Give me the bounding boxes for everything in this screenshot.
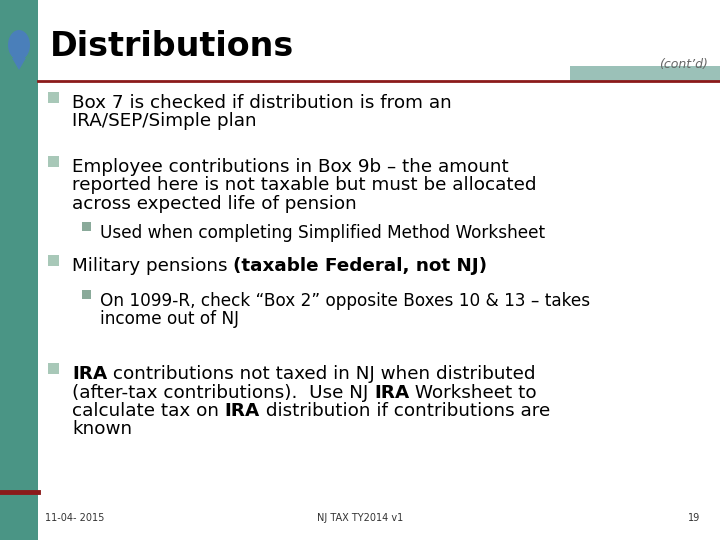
Text: (after-tax contributions).  Use NJ: (after-tax contributions). Use NJ bbox=[72, 383, 374, 402]
Bar bbox=[82, 222, 91, 231]
Text: (taxable Federal, not NJ): (taxable Federal, not NJ) bbox=[233, 257, 487, 275]
Bar bbox=[570, 66, 720, 81]
Text: Worksheet to: Worksheet to bbox=[410, 383, 537, 402]
Text: known: known bbox=[72, 421, 132, 438]
Text: reported here is not taxable but must be allocated: reported here is not taxable but must be… bbox=[72, 177, 536, 194]
Text: IRA: IRA bbox=[374, 383, 410, 402]
Text: Military pensions: Military pensions bbox=[72, 257, 233, 275]
Text: distribution if contributions are: distribution if contributions are bbox=[260, 402, 550, 420]
Bar bbox=[0, 0, 38, 540]
Bar bbox=[48, 255, 59, 266]
Text: On 1099-R, check “Box 2” opposite Boxes 10 & 13 – takes: On 1099-R, check “Box 2” opposite Boxes … bbox=[100, 292, 590, 310]
Text: across expected life of pension: across expected life of pension bbox=[72, 195, 356, 213]
Text: Used when completing Simplified Method Worksheet: Used when completing Simplified Method W… bbox=[100, 224, 545, 242]
Bar bbox=[48, 92, 59, 103]
Text: Distributions: Distributions bbox=[50, 30, 294, 63]
Bar bbox=[48, 156, 59, 167]
Text: IRA: IRA bbox=[72, 365, 107, 383]
Text: 19: 19 bbox=[688, 513, 700, 523]
Text: calculate tax on: calculate tax on bbox=[72, 402, 225, 420]
Text: NJ TAX TY2014 v1: NJ TAX TY2014 v1 bbox=[317, 513, 403, 523]
Text: Box 7 is checked if distribution is from an: Box 7 is checked if distribution is from… bbox=[72, 94, 451, 112]
Text: contributions not taxed in NJ when distributed: contributions not taxed in NJ when distr… bbox=[107, 365, 536, 383]
Text: 11-04- 2015: 11-04- 2015 bbox=[45, 513, 104, 523]
Text: IRA/SEP/Simple plan: IRA/SEP/Simple plan bbox=[72, 112, 256, 131]
Text: (cont’d): (cont’d) bbox=[659, 58, 708, 71]
Polygon shape bbox=[12, 58, 26, 70]
Bar bbox=[82, 290, 91, 299]
Text: IRA: IRA bbox=[225, 402, 260, 420]
Text: Employee contributions in Box 9b – the amount: Employee contributions in Box 9b – the a… bbox=[72, 158, 509, 176]
Bar bbox=[48, 363, 59, 374]
Text: income out of NJ: income out of NJ bbox=[100, 309, 239, 327]
Ellipse shape bbox=[8, 30, 30, 60]
